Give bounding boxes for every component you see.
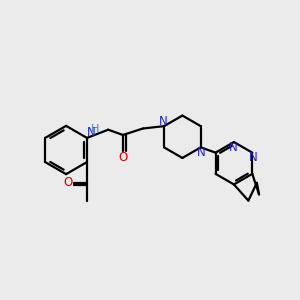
Text: N: N	[197, 146, 206, 159]
Text: N: N	[86, 125, 95, 139]
Text: O: O	[64, 176, 73, 189]
Text: H: H	[91, 124, 99, 134]
Text: N: N	[159, 115, 168, 128]
Text: N: N	[229, 141, 238, 154]
Text: O: O	[118, 151, 128, 164]
Text: N: N	[249, 152, 258, 164]
